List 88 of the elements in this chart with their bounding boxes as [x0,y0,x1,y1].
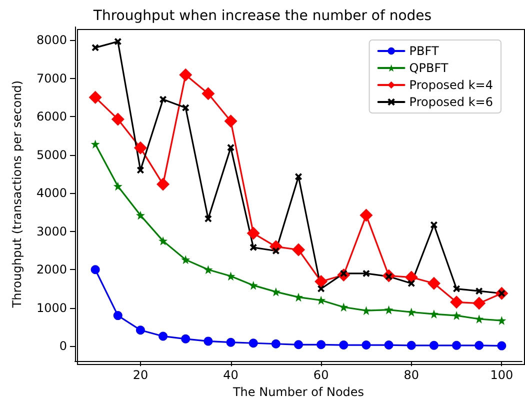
point [114,38,122,46]
point [476,288,483,295]
point [202,87,215,100]
point [227,144,234,152]
point [316,296,326,305]
legend-label: Proposed k=6 [409,95,493,109]
point [158,236,168,246]
y-tick-label: 3000 [36,224,67,238]
x-tick-label: 20 [132,368,148,382]
legend-label: QPBFT [409,61,449,75]
legend-label: Proposed k=4 [409,78,493,92]
point [384,340,394,350]
chart-title: Throughput when increase the number of nodes [92,8,432,24]
point [90,265,100,274]
point [339,340,348,350]
point [204,265,213,274]
point [181,334,190,344]
y-tick-label: 8000 [36,33,67,48]
x-tick-label: 60 [313,368,329,382]
point [362,270,370,277]
point [136,210,145,220]
point [272,247,280,254]
point [497,341,506,350]
point [384,305,394,314]
point [452,311,462,320]
y-tick-label: 2000 [36,262,67,277]
point [292,243,305,256]
point [111,112,124,126]
point [224,114,238,128]
point [497,316,506,326]
point [360,208,373,222]
point [474,314,484,324]
point [88,90,102,104]
point [182,104,190,112]
x-tick-label: 100 [490,368,514,382]
point [226,338,236,347]
point [248,338,258,348]
x-axis-title: The Number of Nodes [232,385,364,399]
point [156,178,170,191]
point [339,302,348,312]
point [134,141,147,154]
point [90,140,100,149]
point [113,311,122,320]
point [204,215,212,222]
legend-label: PBFT [409,44,440,58]
y-tick-label: 6000 [36,110,67,124]
point [136,326,145,335]
point [92,44,99,52]
x-tick-label: 40 [223,368,238,382]
point [160,96,167,103]
point [136,166,144,174]
point [450,296,464,309]
point [452,340,462,350]
y-axis-title: Throughput (transactions per second) [10,80,24,309]
point [427,276,440,290]
point [204,336,213,346]
point [472,296,486,310]
y-tick-label: 5000 [36,148,67,162]
point [408,280,415,287]
point [430,221,438,228]
y-tick-label: 1000 [36,300,67,315]
point [226,272,236,281]
point [113,182,122,191]
point [248,280,258,290]
y-tick-label: 0 [59,339,67,354]
point [474,340,484,350]
point [453,285,460,292]
x-tick-label: 80 [404,368,420,382]
point [314,275,328,288]
point [179,68,192,82]
point [250,244,257,251]
y-tick-label: 7000 [36,71,67,86]
point [181,255,190,264]
point [406,340,416,350]
point [294,292,303,302]
y-tick-label: 4000 [36,186,67,200]
point [246,226,260,240]
point [362,340,371,350]
point [362,306,371,316]
point [271,339,280,348]
point [429,340,438,350]
point [429,310,438,319]
point [316,340,326,350]
point [318,285,325,292]
point [295,173,302,180]
point [406,308,416,317]
point [158,332,168,341]
point [294,340,303,350]
